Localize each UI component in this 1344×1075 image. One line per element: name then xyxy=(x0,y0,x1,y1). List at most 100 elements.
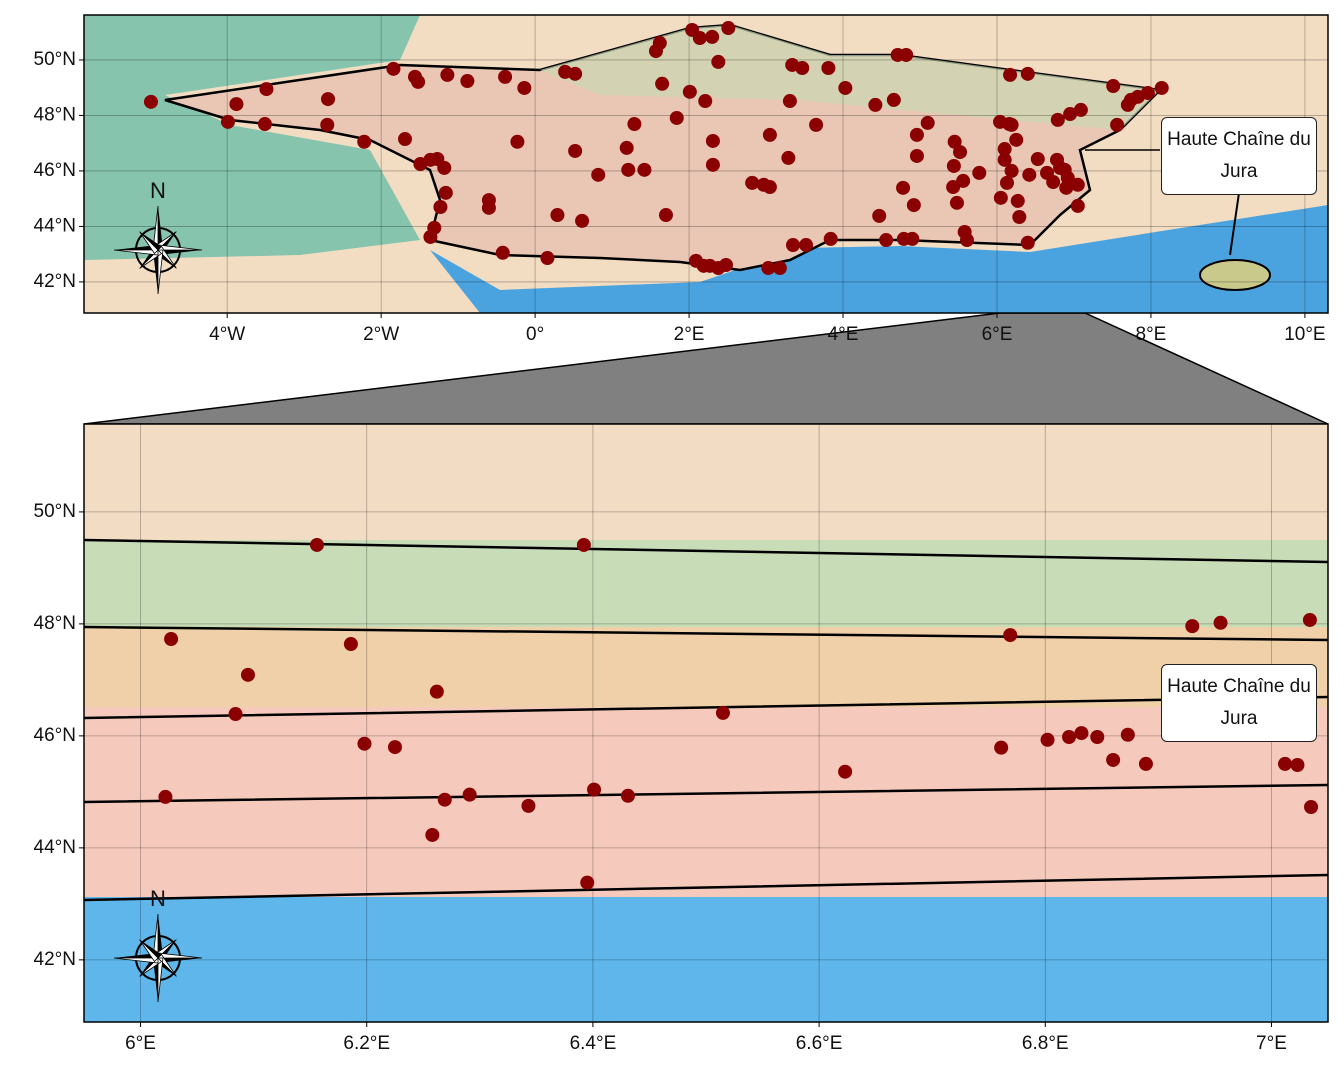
site-point xyxy=(1302,612,1317,627)
compass-point xyxy=(139,939,159,963)
compass-label: N xyxy=(150,178,166,203)
compass-point xyxy=(139,231,162,250)
site-point xyxy=(158,789,173,804)
site-point xyxy=(425,827,440,842)
sea xyxy=(84,15,420,260)
site-point xyxy=(438,185,453,200)
compass-point xyxy=(158,914,163,958)
site-point xyxy=(143,94,158,109)
site-point xyxy=(1110,117,1125,132)
site-point xyxy=(782,94,797,109)
site-point xyxy=(1009,132,1024,147)
x-tick-label: 2°W xyxy=(363,324,399,345)
site-point xyxy=(1059,180,1074,195)
site-point xyxy=(1004,117,1019,132)
sea xyxy=(84,897,1328,1022)
site-point xyxy=(947,134,962,149)
site-point xyxy=(821,60,836,75)
site-point xyxy=(1185,619,1200,634)
site-point xyxy=(321,92,336,107)
site-point xyxy=(240,667,255,682)
site-point xyxy=(437,160,452,175)
compass-point xyxy=(157,249,164,295)
site-point xyxy=(1040,732,1055,747)
site-point xyxy=(809,117,824,132)
site-point xyxy=(495,245,510,260)
x-tick-label: 6.8°E xyxy=(1022,1033,1069,1054)
site-point xyxy=(619,140,634,155)
site-point xyxy=(785,238,800,253)
site-point xyxy=(1040,165,1055,180)
compass-point xyxy=(158,958,202,963)
y-tick-label: 44°N xyxy=(34,837,76,858)
site-point xyxy=(762,127,777,142)
site-point xyxy=(879,233,894,248)
x-tick-label: 6.6°E xyxy=(796,1033,843,1054)
x-tick-label: 6°E xyxy=(982,324,1013,345)
y-tick-label: 48°N xyxy=(34,613,76,634)
site-point xyxy=(550,208,565,223)
site-point xyxy=(309,537,324,552)
site-point xyxy=(540,251,555,266)
y-tick-label: 46°N xyxy=(34,725,76,746)
site-point xyxy=(575,213,590,228)
site-point xyxy=(320,117,335,132)
compass-point xyxy=(153,250,158,294)
site-point xyxy=(1050,112,1065,127)
site-point xyxy=(909,148,924,163)
bottom-basemap xyxy=(84,424,1328,1022)
site-point xyxy=(433,200,448,215)
corsica xyxy=(1199,259,1271,291)
leader-line xyxy=(1229,185,1241,256)
site-point xyxy=(872,208,887,223)
frame xyxy=(83,423,1329,1023)
site-point xyxy=(669,110,684,125)
site-point xyxy=(357,736,372,751)
site-point xyxy=(721,21,736,36)
chart-layer: 4°W 2°W 0° 2°E 4°E 6°E 8°E 10°E 42°N 44°N 46°N 48°N… xyxy=(34,15,1328,1054)
site-point xyxy=(576,537,591,552)
site-point xyxy=(838,80,853,95)
site-point xyxy=(838,764,853,779)
panel xyxy=(84,424,1328,1022)
site-point xyxy=(1090,729,1105,744)
site-point xyxy=(906,198,921,213)
site-point xyxy=(1070,177,1085,192)
panel xyxy=(84,15,1328,313)
site-point xyxy=(959,233,974,248)
site-point xyxy=(772,261,787,276)
site-point xyxy=(517,80,532,95)
site-point xyxy=(899,47,914,62)
site-point xyxy=(1138,756,1153,771)
x-tick-label: 7°E xyxy=(1256,1033,1287,1054)
site-point xyxy=(1073,102,1088,117)
site-point xyxy=(1030,152,1045,167)
site-point xyxy=(655,76,670,91)
site-point xyxy=(1004,163,1019,178)
compass-point xyxy=(113,249,159,256)
site-point xyxy=(956,173,971,188)
site-point xyxy=(257,117,272,132)
site-point xyxy=(1106,752,1121,767)
sea xyxy=(430,205,1328,313)
compass-point xyxy=(113,957,159,964)
site-point xyxy=(521,798,536,813)
site-point xyxy=(568,66,583,81)
site-point xyxy=(637,162,652,177)
site-point xyxy=(398,132,413,147)
compass xyxy=(113,205,203,295)
site-point xyxy=(460,74,475,89)
site-point xyxy=(795,60,810,75)
site-point xyxy=(993,114,1008,129)
site-point xyxy=(761,261,776,276)
site-point xyxy=(1120,727,1135,742)
site-point xyxy=(920,115,935,130)
site-point xyxy=(972,165,987,180)
site-point xyxy=(946,158,961,173)
region xyxy=(84,627,1328,707)
site-point xyxy=(1213,615,1228,630)
annotation: Haute Chaîne du Jura xyxy=(1161,117,1317,195)
compass-point xyxy=(158,250,202,255)
site-point xyxy=(1106,79,1121,94)
